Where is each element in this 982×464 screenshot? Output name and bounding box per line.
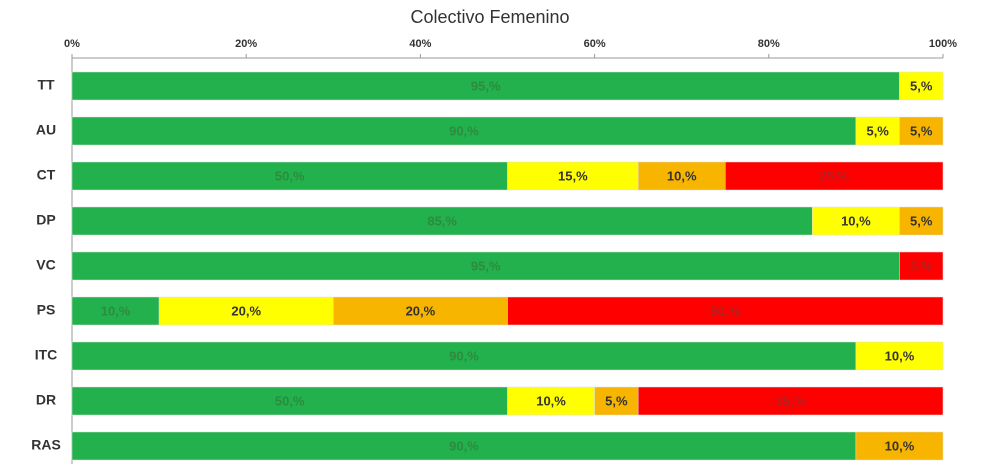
bar-segment [899, 251, 944, 281]
value-label: 5,% [605, 393, 628, 408]
x-tick-label: 80% [758, 38, 780, 50]
value-label: 15,% [558, 168, 588, 183]
bar-segment [71, 161, 508, 191]
bar-segment [899, 71, 944, 101]
bar-segment [71, 296, 160, 326]
value-label: 10,% [536, 393, 566, 408]
x-tick-label: 60% [584, 38, 606, 50]
bar-segment [507, 296, 944, 326]
bar-segment [855, 341, 944, 371]
value-label: 90,% [449, 438, 479, 453]
value-label: 50,% [275, 393, 305, 408]
chart-title: Colectivo Femenino [410, 7, 569, 27]
value-label: 50,% [710, 303, 740, 318]
bar-segment [71, 116, 857, 146]
bar-segment [333, 296, 508, 326]
category-label: RAS [31, 437, 61, 453]
bar-segment [507, 386, 595, 416]
category-label: AU [36, 122, 56, 138]
bar-segment [855, 431, 944, 461]
bar-segment [71, 431, 857, 461]
category-label: CT [37, 167, 56, 183]
value-label: 5,% [910, 123, 933, 138]
value-label: 10,% [885, 348, 915, 363]
x-tick-label: 100% [929, 38, 957, 50]
value-label: 20,% [231, 303, 261, 318]
value-label: 10,% [841, 213, 871, 228]
value-label: 20,% [406, 303, 436, 318]
bar-segment [71, 71, 900, 101]
value-label: 10,% [885, 438, 915, 453]
value-label: 5,% [866, 123, 889, 138]
category-label: DR [36, 392, 56, 408]
bar-segment [71, 341, 857, 371]
bar-segment [637, 386, 944, 416]
value-label: 5,% [910, 258, 933, 273]
bar-segment [71, 386, 508, 416]
bar-segment [899, 206, 944, 236]
category-label: ITC [35, 347, 58, 363]
x-tick-label: 40% [409, 38, 431, 50]
value-label: 95,% [471, 78, 501, 93]
value-label: 90,% [449, 348, 479, 363]
value-label: 5,% [910, 78, 933, 93]
x-tick-label: 20% [235, 38, 257, 50]
bar-segment [725, 161, 944, 191]
x-tick-label: 0% [64, 38, 80, 50]
bar-segment [812, 206, 900, 236]
category-label: TT [37, 77, 55, 93]
bar-segment [637, 161, 726, 191]
value-label: 25,% [819, 168, 849, 183]
value-label: 10,% [667, 168, 697, 183]
category-label: VC [36, 257, 55, 273]
category-label: DP [36, 212, 55, 228]
value-label: 95,% [471, 258, 501, 273]
category-label: PS [37, 302, 56, 318]
bar-segment [158, 296, 334, 326]
value-label: 50,% [275, 168, 305, 183]
value-label: 10,% [101, 303, 131, 318]
value-label: 5,% [910, 213, 933, 228]
value-label: 35,% [776, 393, 806, 408]
bar-segment [507, 161, 639, 191]
bar-segment [71, 251, 900, 281]
bar-segment [594, 386, 639, 416]
value-label: 90,% [449, 123, 479, 138]
bar-segment [899, 116, 944, 146]
value-label: 85,% [427, 213, 457, 228]
